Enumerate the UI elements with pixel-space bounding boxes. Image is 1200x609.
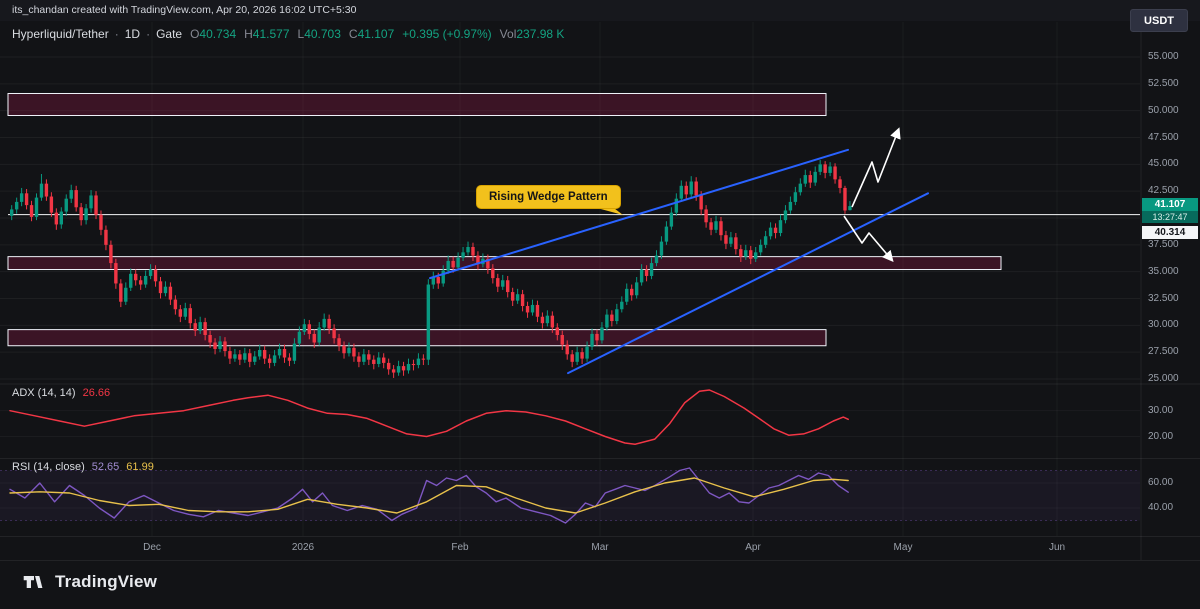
candlestick-series <box>10 160 852 378</box>
change-value: +0.395 (+0.97%) <box>402 27 492 41</box>
projection-down-arrow[interactable] <box>843 215 894 263</box>
bar-countdown-label: 13:27:47 <box>1142 211 1198 223</box>
open-label: O <box>190 27 200 41</box>
low-value: 40.703 <box>304 27 341 41</box>
callout-text: Rising Wedge Pattern <box>489 191 608 203</box>
horizontal-line-price-label: 40.314 <box>1142 226 1198 239</box>
wedge-trendline[interactable] <box>567 192 929 375</box>
rsi-ma-line <box>9 477 849 514</box>
low-label: L <box>297 27 305 41</box>
adx-line <box>9 389 849 446</box>
rsi-indicator-title[interactable]: RSI (14, close) <box>12 461 85 473</box>
symbol-name[interactable]: Hyperliquid/Tether <box>12 27 109 41</box>
zone-rectangle[interactable] <box>7 256 1002 271</box>
tradingview-logo-icon <box>23 576 43 588</box>
current-price-label: 41.107 <box>1142 198 1198 211</box>
rsi-band <box>0 470 1140 521</box>
volume-value: 237.98 K <box>516 27 565 41</box>
wedge-trendline[interactable] <box>429 148 849 280</box>
timeframe-label[interactable]: 1D <box>124 27 141 41</box>
high-label: H <box>244 27 253 41</box>
rising-wedge-callout[interactable]: Rising Wedge Pattern <box>476 185 621 209</box>
separator-dot: · <box>114 27 119 41</box>
attribution-text: its_chandan created with TradingView.com… <box>12 4 357 16</box>
open-value: 40.734 <box>199 27 237 41</box>
separator-dot: · <box>146 27 151 41</box>
close-value: 41.107 <box>357 27 395 41</box>
high-value: 41.577 <box>252 27 290 41</box>
adx-value: 26.66 <box>82 387 111 399</box>
zone-rectangle[interactable] <box>7 92 827 116</box>
supply-demand-zones[interactable] <box>7 92 1002 347</box>
exchange-label[interactable]: Gate <box>156 27 183 41</box>
zone-rectangle[interactable] <box>7 329 827 347</box>
attribution-bar: its_chandan created with TradingView.com… <box>0 0 1200 21</box>
rsi-ma-value: 61.99 <box>126 461 154 473</box>
grid-lines <box>0 22 1140 536</box>
adx-indicator-row: ADX (14, 14) 26.66 <box>12 387 110 399</box>
volume-label: Vol <box>499 27 517 41</box>
tradingview-logo[interactable]: TradingView <box>22 570 157 594</box>
adx-indicator-title[interactable]: ADX (14, 14) <box>12 387 76 399</box>
tradingview-wordmark: TradingView <box>55 572 158 591</box>
currency-toggle-button[interactable]: USDT <box>1130 9 1188 32</box>
rsi-indicator-row: RSI (14, close) 52.65 61.99 <box>12 461 154 473</box>
close-label: C <box>348 27 358 41</box>
projection-up-arrow[interactable] <box>851 127 901 208</box>
symbol-legend: Hyperliquid/Tether · 1D · Gate O 40.734 H… <box>12 27 564 41</box>
rsi-value: 52.65 <box>91 461 120 473</box>
